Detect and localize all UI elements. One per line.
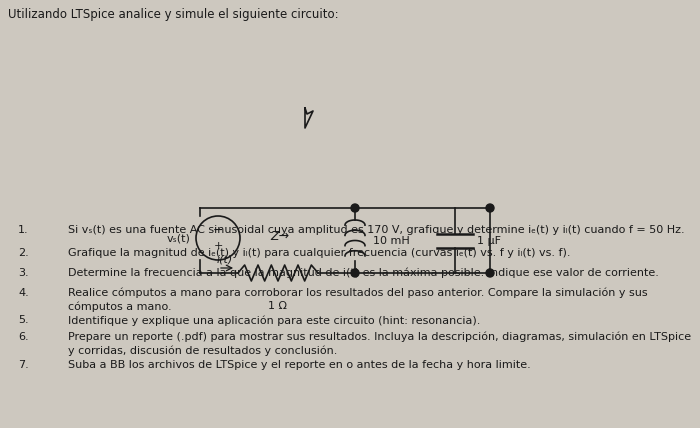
Circle shape (486, 269, 494, 277)
Text: Suba a BB los archivos de LTSpice y el reporte en o antes de la fecha y hora lim: Suba a BB los archivos de LTSpice y el r… (68, 360, 531, 370)
Text: 1.: 1. (18, 225, 29, 235)
Text: Realice cómputos a mano para corroborar los resultados del paso anterior. Compar: Realice cómputos a mano para corroborar … (68, 288, 648, 298)
Text: 2.: 2. (18, 248, 29, 258)
Text: +: + (214, 241, 223, 251)
Text: Determine la frecuencia a la que la magnitud de i(t) es la máxima posible. Indiq: Determine la frecuencia a la que la magn… (68, 268, 659, 279)
Text: 10 mH: 10 mH (373, 235, 410, 246)
Text: Si vₛ(t) es una fuente AC sinusoidal cuya amplitud es 170 V, grafique y determin: Si vₛ(t) es una fuente AC sinusoidal cuy… (68, 225, 685, 235)
Circle shape (486, 204, 494, 212)
Circle shape (351, 269, 359, 277)
Text: 3.: 3. (18, 268, 29, 278)
Text: 4.: 4. (18, 288, 29, 298)
Text: vₛ(t): vₛ(t) (167, 233, 191, 243)
Text: 7.: 7. (18, 360, 29, 370)
Text: Utilizando LTSpice analice y simule el siguiente circuito:: Utilizando LTSpice analice y simule el s… (8, 8, 339, 21)
Text: y corridas, discusión de resultados y conclusión.: y corridas, discusión de resultados y co… (68, 346, 337, 357)
Text: Z→: Z→ (270, 229, 289, 243)
Circle shape (351, 204, 359, 212)
Text: 1 Ω: 1 Ω (269, 301, 288, 311)
Text: Prepare un reporte (.pdf) para mostrar sus resultados. Incluya la descripción, d: Prepare un reporte (.pdf) para mostrar s… (68, 332, 691, 342)
Text: cómputos a mano.: cómputos a mano. (68, 302, 172, 312)
Text: Grafique la magnitud de iₑ(t) y iₗ(t) para cualquier frecuencia (curvas iₑ(t) vs: Grafique la magnitud de iₑ(t) y iₗ(t) pa… (68, 248, 570, 258)
Text: Identifique y explique una aplicación para este circuito (hint: resonancia).: Identifique y explique una aplicación pa… (68, 315, 480, 326)
Text: 1 μF: 1 μF (477, 235, 501, 246)
Text: −: − (213, 223, 223, 237)
Text: i(t): i(t) (217, 254, 233, 264)
Text: 6.: 6. (18, 332, 29, 342)
Text: 5.: 5. (18, 315, 29, 325)
